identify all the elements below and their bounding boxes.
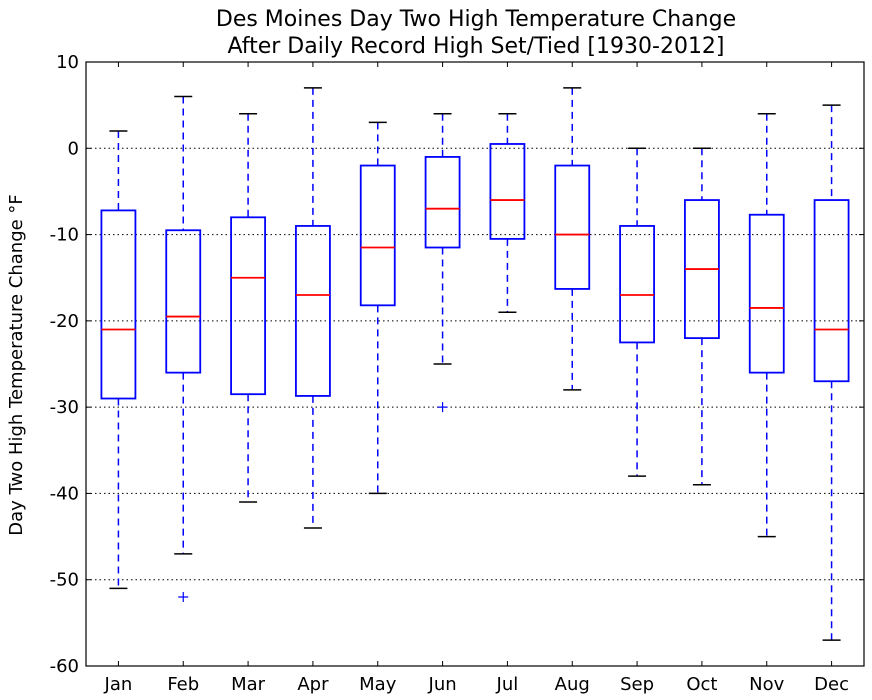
x-tick-label: Aug xyxy=(555,674,590,695)
grid-lines xyxy=(86,147,864,581)
y-tick-label: -50 xyxy=(50,570,79,591)
x-tick-label: Sep xyxy=(620,674,654,695)
y-tick-label: 10 xyxy=(56,52,79,73)
box-aug xyxy=(554,87,591,391)
y-tick-label: -60 xyxy=(50,656,79,677)
y-tick-label: -40 xyxy=(50,483,79,504)
y-tick-label: -20 xyxy=(50,311,79,332)
y-axis-ticks: 10 0 -10 -20 -30 -40 -50 -60 xyxy=(50,52,864,677)
box-sep xyxy=(619,147,655,477)
y-axis-label: Day Two High Temperature Change °F xyxy=(6,194,27,536)
x-tick-label: Feb xyxy=(167,674,199,695)
box-mar xyxy=(230,113,266,503)
box-body xyxy=(554,164,591,290)
y-tick-label: -10 xyxy=(50,225,79,246)
box-body xyxy=(100,209,137,400)
y-tick-label: -30 xyxy=(50,397,79,418)
box-oct xyxy=(684,147,720,486)
x-tick-label: Apr xyxy=(297,674,329,695)
box-body xyxy=(489,143,526,240)
outlier-marker xyxy=(178,591,189,602)
box-apr xyxy=(295,87,331,529)
box-body xyxy=(165,229,202,374)
x-axis-ticks: Jan Feb Mar Apr May Jun Jul Aug Sep Oct Nov Dec xyxy=(104,62,849,695)
boxes xyxy=(100,87,850,641)
plot-frame xyxy=(85,61,865,667)
outlier-marker xyxy=(437,402,448,413)
box-dec xyxy=(813,104,850,641)
x-tick-label: Jan xyxy=(104,674,133,695)
x-tick-label: Jun xyxy=(428,674,457,695)
x-tick-label: May xyxy=(359,674,397,695)
box-feb xyxy=(165,95,202,602)
box-jun xyxy=(424,113,461,413)
box-body xyxy=(619,225,655,344)
box-may xyxy=(359,121,396,495)
box-body xyxy=(748,213,785,374)
box-body xyxy=(230,216,266,396)
box-jan xyxy=(100,130,137,590)
x-tick-label: Nov xyxy=(749,674,784,695)
x-tick-label: Dec xyxy=(814,674,849,695)
y-tick-label: 0 xyxy=(68,138,79,159)
x-tick-label: Mar xyxy=(231,674,266,695)
box-body xyxy=(424,156,461,249)
box-body xyxy=(813,199,850,383)
box-body xyxy=(295,225,331,397)
box-nov xyxy=(748,113,785,538)
box-jul xyxy=(489,113,526,313)
chart-subtitle: After Daily Record High Set/Tied [1930-2… xyxy=(227,34,724,59)
chart-title: Des Moines Day Two High Temperature Chan… xyxy=(216,7,736,32)
x-tick-label: Oct xyxy=(686,674,717,695)
x-tick-label: Jul xyxy=(496,674,519,695)
box-body xyxy=(359,164,396,307)
